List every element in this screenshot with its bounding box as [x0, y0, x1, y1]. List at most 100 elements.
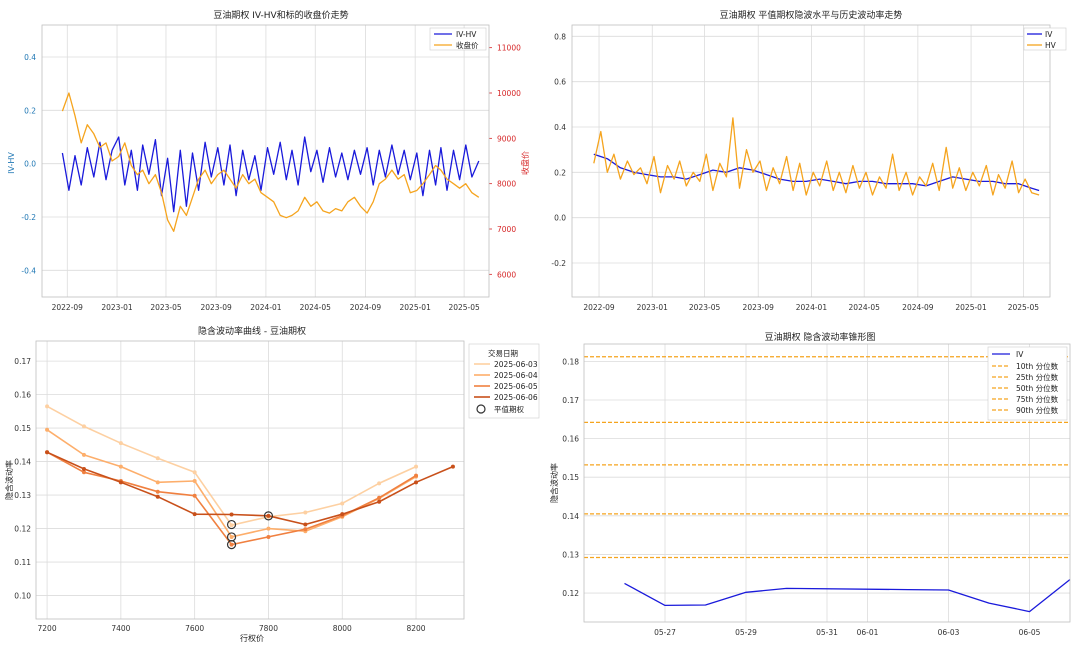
- x-tick-label: 2025-01: [955, 303, 987, 312]
- y-tick-label: 0.6: [554, 78, 566, 87]
- x-tick-label: 8200: [406, 624, 425, 633]
- x-tick-label: 2025-05: [448, 303, 480, 312]
- plot-frame: [35, 340, 465, 620]
- legend-label: IV: [1045, 30, 1053, 39]
- legend: IV HV: [1023, 27, 1067, 51]
- atm-marker: [226, 540, 237, 550]
- legend-label: 平值期权: [494, 404, 524, 414]
- data-point: [266, 513, 271, 518]
- x-tick-label: 2023-01: [637, 303, 669, 312]
- x-tick-label: 2022-09: [583, 303, 615, 312]
- data-point: [45, 427, 50, 432]
- y-tick-label: 0.12: [562, 589, 579, 598]
- y-axis-label-right: 收盘价: [520, 151, 530, 175]
- data-point: [377, 499, 382, 504]
- y-tick-label: 0.0: [554, 214, 566, 223]
- data-point: [81, 466, 86, 471]
- y-tick-label: 0.15: [562, 473, 579, 482]
- y-tick-label: 0.0: [24, 160, 36, 169]
- series-line: [624, 578, 1071, 613]
- chart-iv-cone: 豆油期权 隐含波动率锥形图 隐含波动率 05-27 05-29 05-31 06-01…: [549, 331, 1071, 637]
- legend: IV-HV 收盘价: [429, 27, 487, 51]
- legend-label: 2025-06-06: [494, 393, 538, 402]
- x-tick-label: 05-27: [654, 628, 676, 637]
- atm-marker-icon: [476, 404, 486, 414]
- y-axis-label: 隐含波动率: [549, 463, 559, 503]
- y-tick-label: 0.13: [14, 491, 31, 500]
- data-point: [155, 480, 160, 485]
- series-line: [61, 92, 480, 232]
- data-point: [229, 512, 234, 517]
- x-tick-label: 2023-05: [150, 303, 182, 312]
- y-right-tick-label: 6000: [497, 270, 516, 279]
- chart-iv-hv-close: 豆油期权 IV-HV和标的收盘价走势 IV-HV 收盘价 2022-09 2023…: [7, 9, 530, 312]
- x-tick-label: 2023-01: [101, 303, 133, 312]
- y-right-tick-label: 10000: [497, 89, 521, 98]
- y-tick-label: 0.2: [554, 168, 566, 177]
- legend-label: 2025-06-03: [494, 360, 538, 369]
- y-tick-label: 0.4: [24, 53, 36, 62]
- x-tick-label: 2024-01: [250, 303, 282, 312]
- y-tick-label: 0.17: [562, 396, 579, 405]
- data-point: [229, 534, 234, 539]
- y-tick-label: 0.2: [24, 106, 36, 115]
- data-point: [377, 481, 382, 486]
- data-point: [45, 404, 50, 409]
- y-tick-label: 0.4: [554, 123, 566, 132]
- legend-label: 2025-06-05: [494, 382, 538, 391]
- data-point: [303, 527, 308, 532]
- y-right-tick-label: 11000: [497, 44, 521, 53]
- data-point: [192, 512, 197, 517]
- x-tick-label: 2022-09: [52, 303, 84, 312]
- legend: 交易日期 2025-06-03 2025-06-04 2025-06-05 20…: [468, 343, 540, 419]
- x-tick-label: 2024-01: [796, 303, 828, 312]
- chart-title: 豆油期权 IV-HV和标的收盘价走势: [213, 9, 348, 21]
- y-tick-label: 0.10: [14, 592, 31, 601]
- y-tick-label: 0.16: [14, 391, 31, 400]
- x-tick-label: 2023-05: [689, 303, 721, 312]
- x-tick-label: 06-05: [1019, 628, 1041, 637]
- legend-label: IV-HV: [456, 30, 477, 39]
- x-axis-label: 行权价: [240, 633, 264, 643]
- y-right-tick-label: 9000: [497, 134, 516, 143]
- data-point: [81, 424, 86, 429]
- plot-frame: [571, 24, 1051, 298]
- legend-label: HV: [1045, 41, 1057, 50]
- data-point: [414, 464, 419, 469]
- legend-label: 10th 分位数: [1016, 361, 1059, 371]
- plot-frame: [583, 343, 1071, 623]
- legend-title: 交易日期: [488, 348, 518, 358]
- y-tick-label: 0.11: [14, 558, 31, 567]
- y-right-tick-label: 7000: [497, 225, 516, 234]
- series-line: [46, 451, 417, 546]
- data-point: [192, 479, 197, 484]
- data-point: [414, 480, 419, 485]
- x-tick-label: 2024-05: [849, 303, 881, 312]
- y-tick-label: 0.12: [14, 525, 31, 534]
- y-axis-label: 隐含波动率: [4, 460, 14, 500]
- data-point: [118, 464, 123, 469]
- data-point: [45, 450, 50, 455]
- x-tick-label: 06-03: [938, 628, 960, 637]
- data-point: [81, 470, 86, 475]
- chart-title: 豆油期权 隐含波动率锥形图: [765, 331, 876, 343]
- chart-title: 豆油期权 平值期权隐波水平与历史波动率走势: [720, 9, 903, 21]
- x-tick-label: 7600: [185, 624, 204, 633]
- x-tick-label: 7800: [259, 624, 278, 633]
- data-point: [192, 493, 197, 498]
- data-point: [303, 522, 308, 527]
- series-line: [46, 451, 454, 526]
- x-tick-label: 06-01: [857, 628, 879, 637]
- x-tick-label: 05-29: [735, 628, 757, 637]
- data-point: [377, 495, 382, 500]
- chart-iv-hv-trend: 豆油期权 平值期权隐波水平与历史波动率走势 2022-09 2023-01 2023…: [551, 9, 1067, 312]
- y-tick-label: 0.14: [14, 458, 31, 467]
- data-point: [229, 542, 234, 547]
- y-tick-label: 0.15: [14, 424, 31, 433]
- legend-label: 收盘价: [456, 40, 479, 50]
- data-point: [155, 494, 160, 499]
- y-tick-label: 0.18: [562, 357, 579, 366]
- legend-label: IV: [1016, 350, 1024, 359]
- x-tick-label: 2023-09: [743, 303, 775, 312]
